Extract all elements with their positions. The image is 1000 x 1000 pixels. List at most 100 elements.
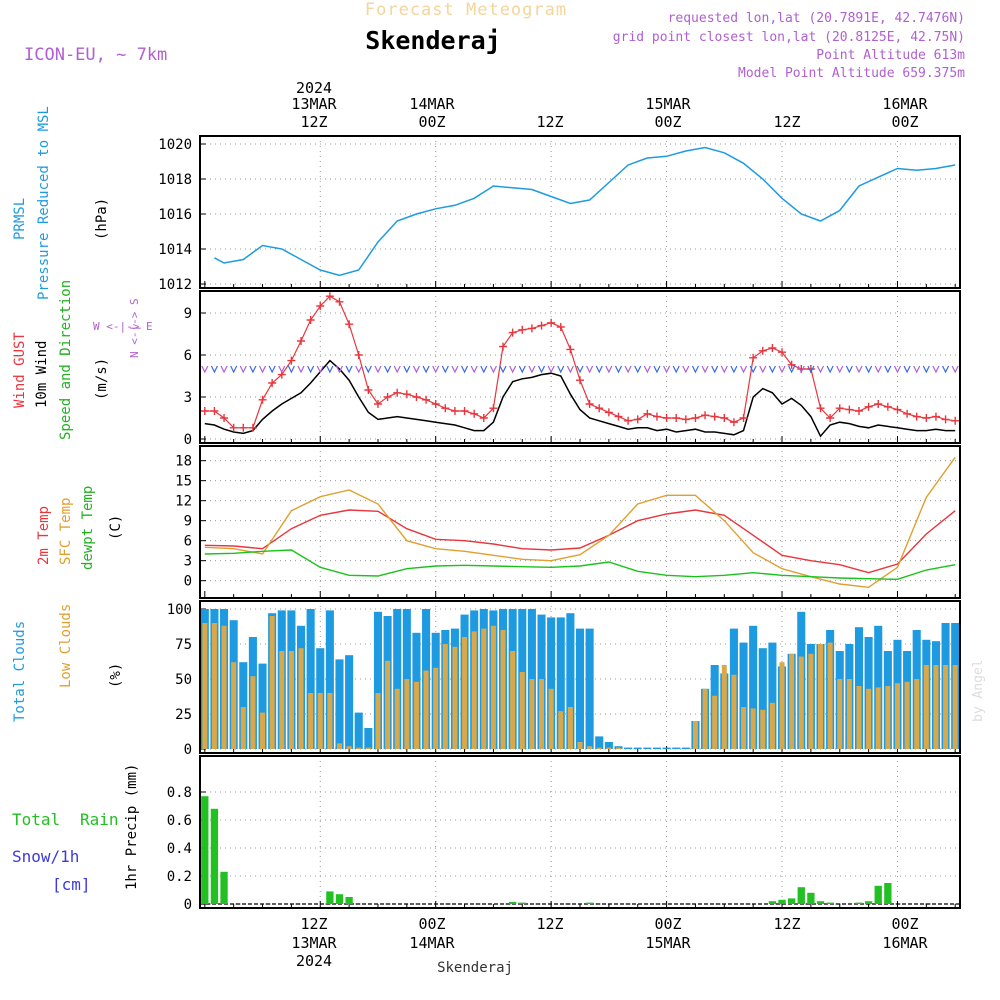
low-clouds-bar	[760, 709, 766, 749]
wind-direction-arrow	[345, 365, 353, 374]
low-clouds-bar	[702, 688, 708, 749]
bottom-day-label: 16MAR	[882, 934, 928, 952]
total-clouds-label: Total Clouds	[12, 621, 28, 722]
wind-direction-arrow	[778, 365, 786, 374]
sfc-temp-label: SFC Temp	[58, 498, 74, 565]
pressure-unit-label: (hPa)	[94, 198, 110, 240]
low-clouds-bar	[808, 653, 814, 749]
y-tick-label: 25	[175, 707, 192, 723]
gust-label: Wind GUST	[12, 332, 28, 408]
gust-point-marker	[220, 414, 229, 422]
wind-direction-arrow	[326, 365, 334, 374]
wind-direction-arrow	[489, 365, 497, 374]
gust-point-marker	[816, 404, 825, 413]
wind-direction-arrow	[230, 365, 238, 374]
gust-point-marker	[614, 412, 623, 421]
low-clouds-bar	[346, 746, 352, 749]
top-hour-label: 12Z	[300, 113, 327, 131]
t2m-series-line	[204, 509, 956, 574]
snow-label: Snow/1h	[12, 847, 79, 866]
gust-point-marker	[720, 414, 729, 422]
wind-direction-arrow	[682, 365, 690, 374]
gust-point-marker	[662, 414, 671, 422]
y-tick-label: 0.4	[167, 841, 192, 857]
precip-rain-label: Rain	[80, 810, 119, 829]
wind-direction-arrow	[884, 365, 892, 374]
total-clouds-bar	[768, 642, 777, 749]
low-clouds-bar	[914, 679, 920, 749]
rain-bar	[768, 901, 777, 904]
y-tick-label: 6	[184, 534, 192, 550]
wind-direction-arrow	[297, 365, 305, 374]
gust-point-marker	[874, 400, 883, 408]
low-clouds-bar	[952, 665, 958, 749]
wind-direction-arrow	[586, 365, 594, 374]
clouds-unit-label: (%)	[108, 663, 124, 688]
bottom-location-label: Skenderaj	[437, 960, 513, 976]
gust-point-marker	[441, 404, 450, 413]
gust-point-marker	[749, 353, 758, 362]
wind-direction-arrow	[624, 365, 632, 374]
total-clouds-bar	[739, 642, 748, 749]
gust-point-marker	[470, 409, 479, 418]
low-clouds-bar	[317, 693, 323, 749]
low-clouds-bar	[741, 707, 747, 749]
gust-point-marker	[633, 415, 642, 424]
wind-panel-labels: Wind GUST 10m Wind Speed and Direction (…	[12, 280, 153, 440]
total-clouds-bar	[749, 625, 758, 749]
gust-point-marker	[941, 415, 950, 424]
wind-direction-arrow	[836, 365, 844, 374]
rain-bar	[509, 901, 517, 904]
model-altitude: Model Point Altitude 659.375m	[738, 66, 965, 81]
gust-point-marker	[912, 412, 921, 421]
low-clouds-bar	[308, 693, 314, 749]
gust-point-marker	[306, 316, 315, 324]
gust-point-marker	[527, 324, 536, 333]
low-clouds-bar	[202, 623, 208, 749]
low-clouds-bar	[298, 648, 304, 749]
y-tick-label: 0	[184, 574, 192, 590]
low-clouds-bar	[327, 693, 333, 749]
low-clouds-bar	[596, 747, 602, 749]
gust-point-marker	[489, 404, 498, 413]
total-clouds-bar	[633, 747, 642, 749]
low-clouds-bar	[818, 644, 824, 749]
low-clouds-bar	[481, 628, 487, 749]
rain-bar	[220, 871, 228, 904]
rain-bar	[864, 901, 873, 904]
rain-bar	[884, 883, 892, 904]
low-clouds-bar	[394, 688, 400, 749]
wind-direction-arrow	[913, 365, 921, 374]
dewpoint-series-line	[204, 549, 956, 581]
wind-direction-arrow	[307, 365, 315, 374]
low-clouds-bar	[462, 637, 468, 749]
gust-point-marker	[595, 404, 604, 413]
wind-direction-arrow	[451, 365, 459, 374]
gust-point-marker	[893, 405, 902, 414]
wind-direction-arrow	[470, 365, 478, 374]
compass-we-label: W <-|-> E	[93, 320, 153, 333]
low-clouds-bar	[471, 631, 477, 749]
wind-direction-arrow	[374, 365, 382, 374]
y-tick-label: 1016	[158, 207, 192, 223]
gust-point-marker	[710, 412, 719, 421]
low-clouds-bar	[269, 616, 275, 749]
top-hour-label: 00Z	[891, 113, 918, 131]
gust-point-marker	[393, 388, 402, 397]
gust-point-marker	[681, 415, 690, 424]
sfc-temp-series-line	[204, 456, 956, 589]
wind-direction-arrow	[768, 365, 776, 374]
rain-bar	[816, 901, 825, 904]
total-clouds-bar	[364, 728, 373, 749]
low-clouds-bar	[577, 742, 583, 749]
low-clouds-bar	[231, 662, 237, 749]
total-clouds-bar	[547, 617, 556, 749]
temp-unit-label: (C)	[108, 515, 124, 540]
low-clouds-bar	[423, 670, 429, 749]
gust-point-marker	[729, 418, 738, 427]
wind-direction-arrow	[220, 365, 228, 374]
grid-layer: 1012 1014 1016 1018 1020 0 3 6 9 0 3 6 9 12 15 18 0 25 50 7…	[158, 136, 960, 913]
gust-point-marker	[460, 407, 469, 415]
low-clouds-bar	[211, 623, 217, 749]
